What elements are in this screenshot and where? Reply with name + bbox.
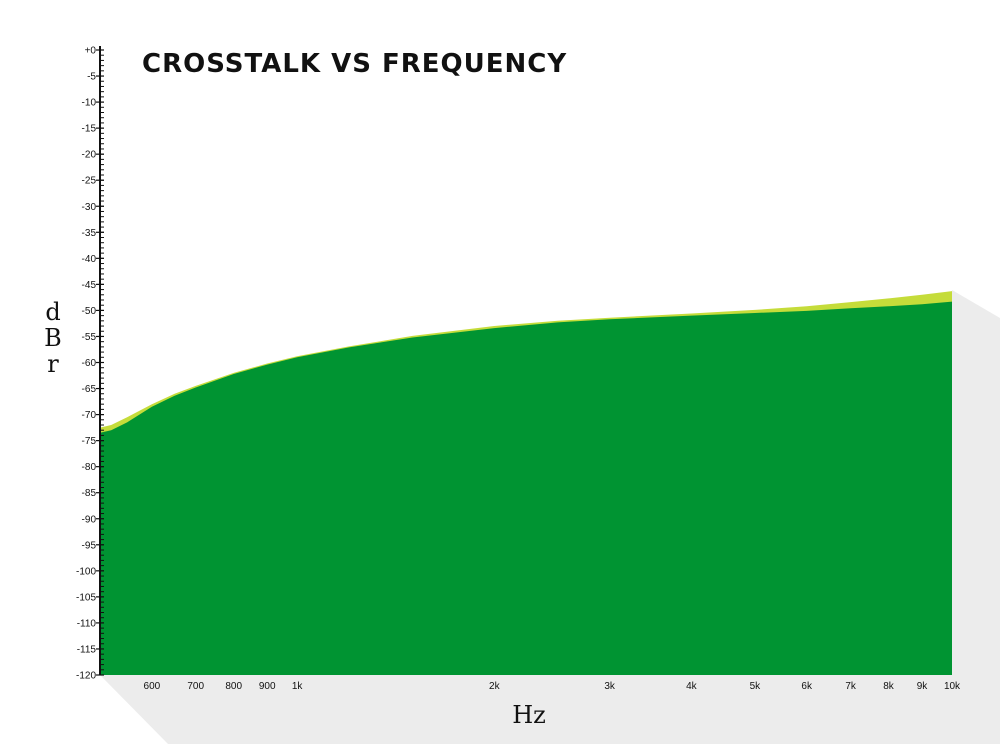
y-tick-label: +0 (85, 46, 97, 57)
x-tick-label: 10k (944, 681, 961, 692)
plot-area (100, 291, 952, 675)
x-tick-label: 7k (845, 681, 857, 692)
y-tick-label: -40 (82, 254, 97, 265)
x-tick-label: 3k (604, 681, 616, 692)
y-tick-label: -5 (87, 72, 96, 83)
x-axis-label: Hz (512, 701, 546, 729)
x-tick-label: 900 (259, 681, 276, 692)
y-axis-label-letter: r (47, 350, 59, 378)
y-tick-label: -110 (77, 618, 97, 629)
area-series-2 (100, 301, 952, 675)
x-tick-label: 2k (489, 681, 501, 692)
y-tick-label: -25 (82, 176, 97, 187)
y-tick-label: -20 (82, 150, 97, 161)
y-axis: +0 -5 -10 -15 -20 -25 -30 -35 -40 -45 -50 -55 -60 -65… (76, 46, 104, 682)
chart-title: CROSSTALK VS FREQUENCY (142, 49, 567, 79)
y-tick-label: -45 (82, 280, 97, 291)
y-tick-label: -30 (82, 202, 97, 213)
y-tick-label: -55 (82, 332, 97, 343)
y-tick-label: -90 (82, 514, 97, 525)
y-tick-label: -10 (82, 98, 97, 109)
y-tick-label: -15 (82, 124, 97, 135)
y-tick-label: -120 (76, 671, 96, 682)
y-axis-label-letter: d (45, 298, 60, 326)
x-tick-label: 600 (144, 681, 161, 692)
x-tick-label: 4k (686, 681, 698, 692)
x-tick-label: 6k (801, 681, 813, 692)
y-tick-label: -85 (82, 488, 97, 499)
y-tick-label: -75 (82, 436, 97, 447)
y-tick-label: -50 (82, 306, 97, 317)
y-tick-label: -80 (82, 462, 97, 473)
y-tick-label: -60 (82, 358, 97, 369)
x-tick-label: 700 (187, 681, 204, 692)
y-tick-label: -35 (82, 228, 97, 239)
x-tick-label: 1k (292, 681, 304, 692)
x-tick-label: 5k (750, 681, 762, 692)
y-tick-label: -95 (82, 540, 97, 551)
y-tick-label: -65 (82, 384, 97, 395)
x-axis: 600 700 800 900 1k 2k 3k 4k 5k 6k 7k 8k 9k 10k (144, 681, 962, 692)
y-axis-label-letter: B (44, 324, 62, 352)
y-tick-label: -105 (76, 592, 96, 603)
y-tick-label: -70 (82, 410, 97, 421)
y-tick-label: -115 (77, 644, 97, 655)
x-tick-label: 8k (883, 681, 895, 692)
x-tick-label: 9k (917, 681, 929, 692)
chart-drop-shadow (100, 290, 1000, 744)
x-tick-label: 800 (225, 681, 242, 692)
y-tick-label: -100 (76, 566, 96, 577)
